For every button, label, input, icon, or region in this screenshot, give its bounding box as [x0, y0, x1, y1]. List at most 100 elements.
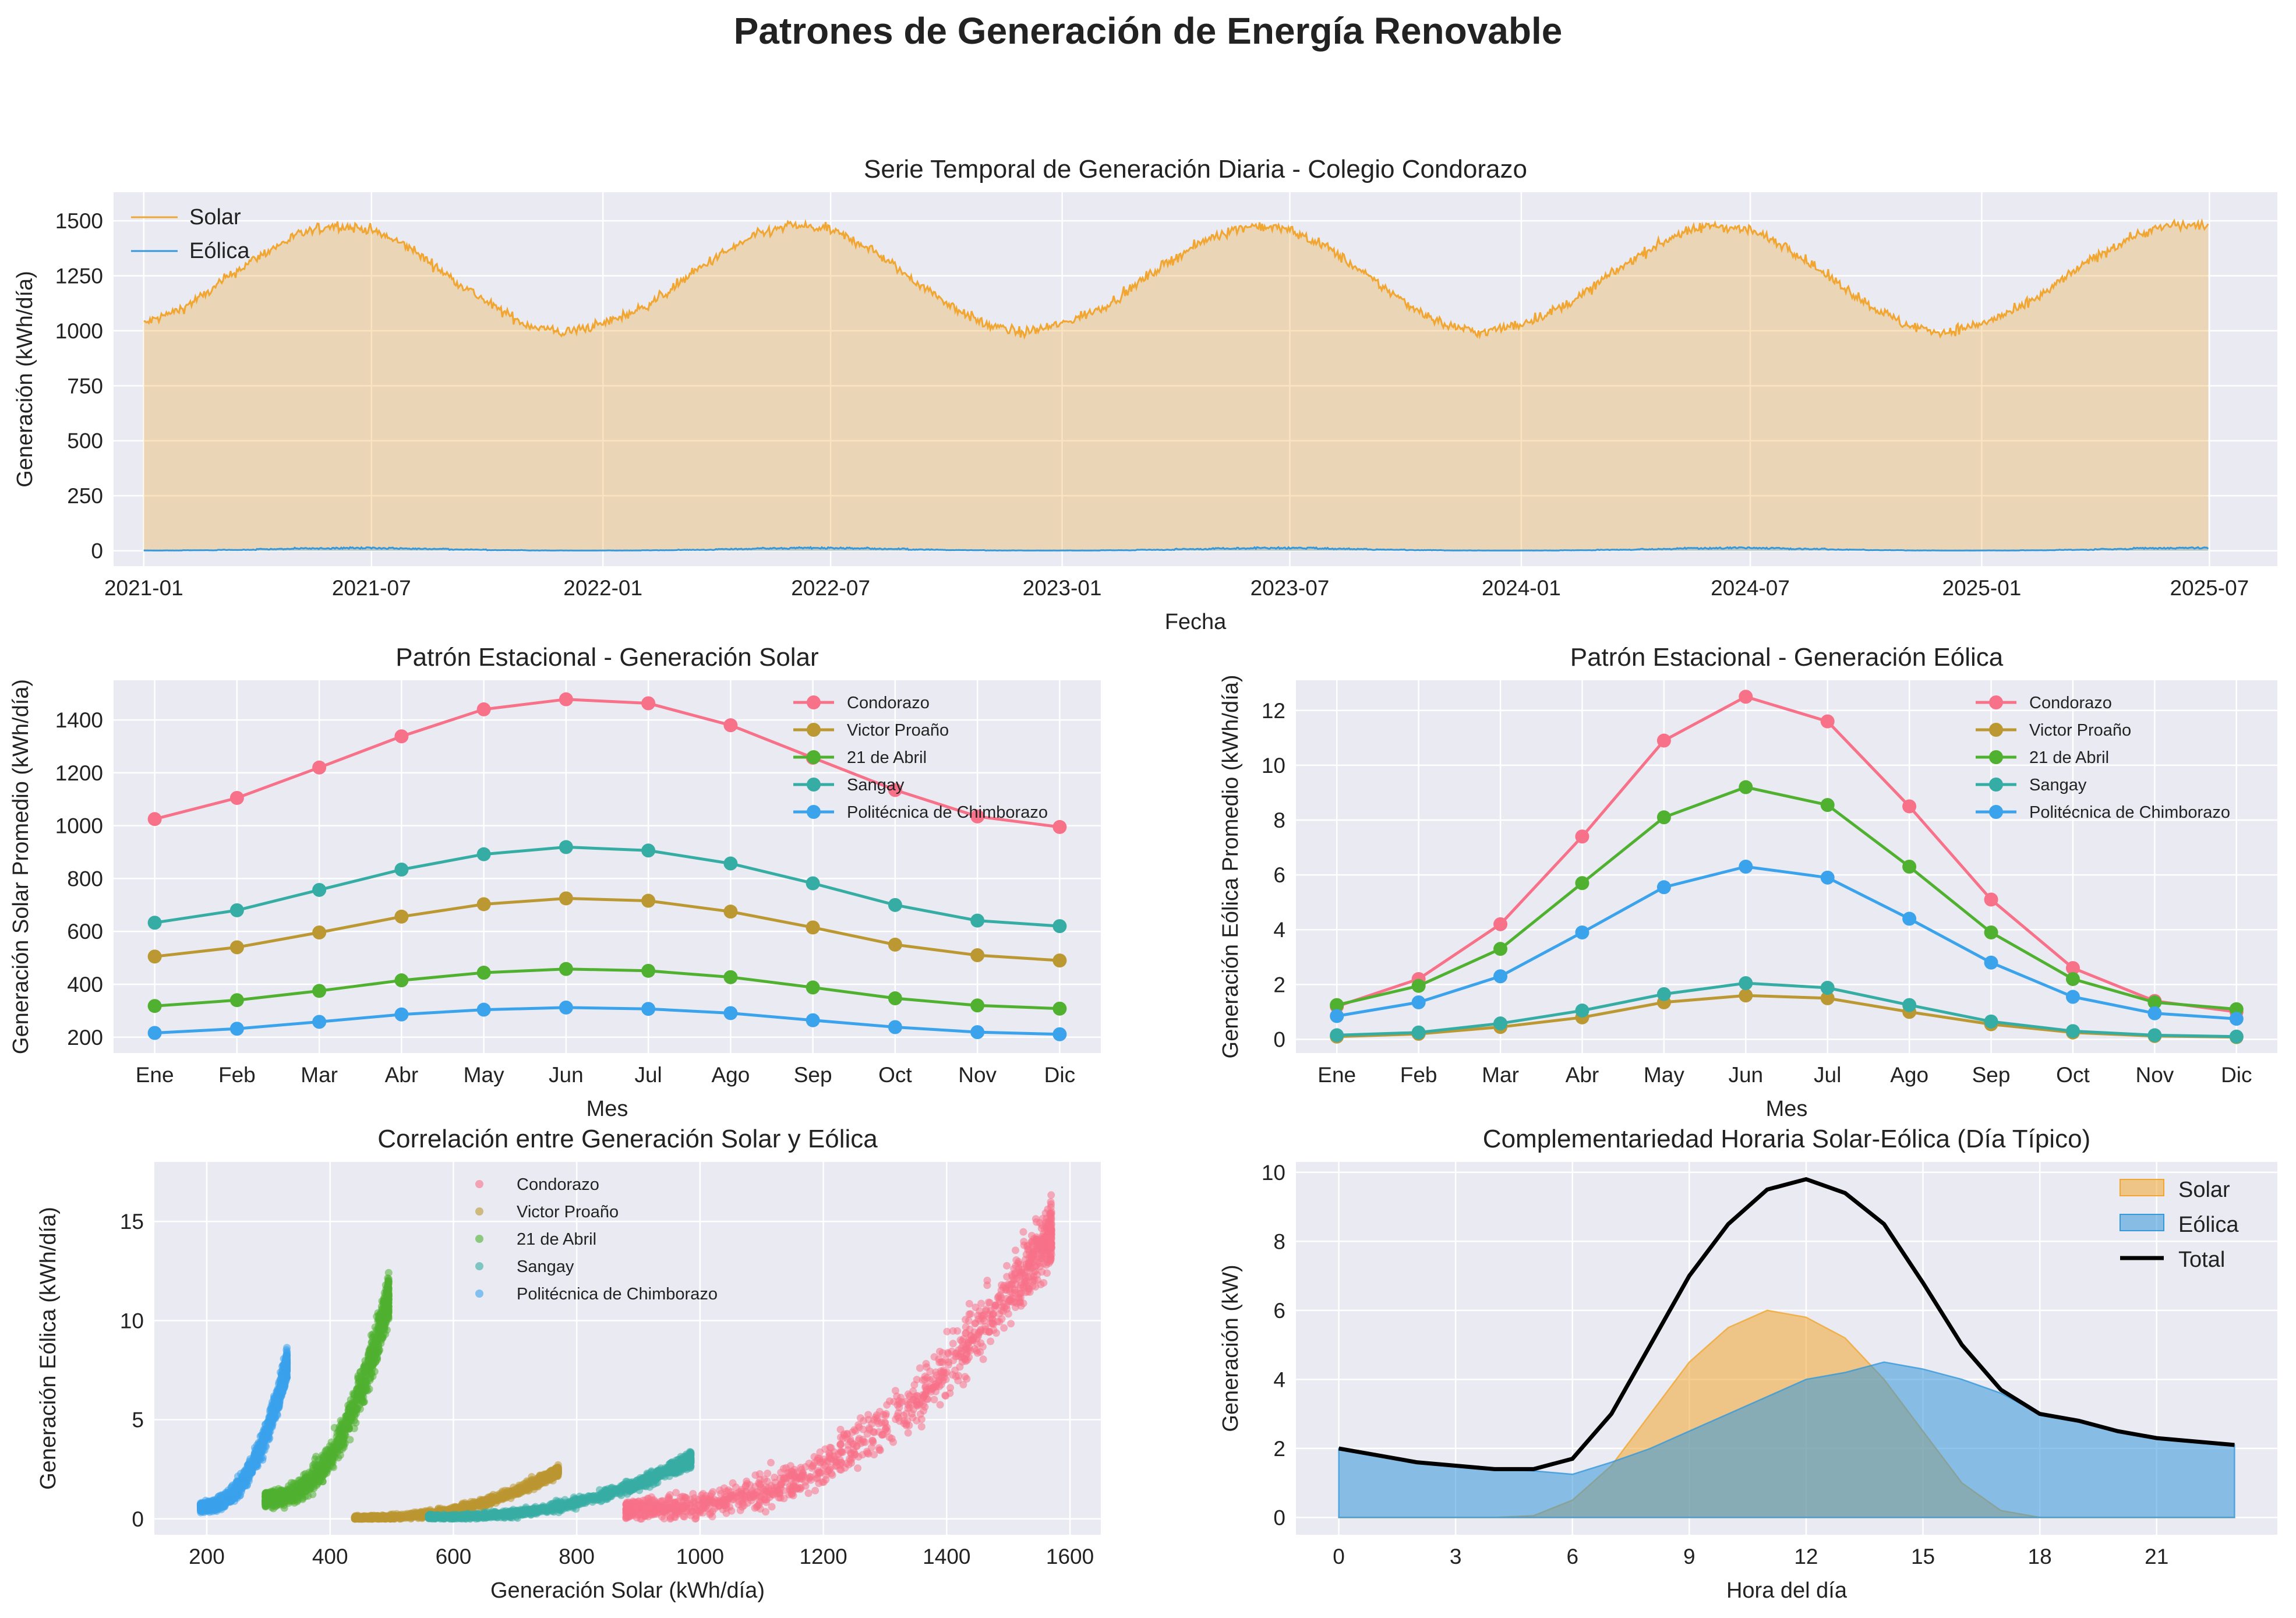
data-point [1575, 876, 1589, 891]
scatter-point [812, 1470, 820, 1478]
x-tick-label: Nov [958, 1063, 997, 1087]
scatter-point [955, 1372, 963, 1380]
scatter-point [904, 1390, 912, 1398]
scatter-point [306, 1485, 315, 1493]
x-tick-label: Jul [634, 1063, 662, 1087]
data-point [970, 998, 985, 1013]
data-point [888, 898, 902, 912]
data-point [1330, 1028, 1344, 1043]
scatter-point [983, 1277, 991, 1284]
scatter-point [977, 1299, 985, 1308]
scatter-point [1033, 1261, 1041, 1269]
data-point [559, 891, 573, 906]
scatter-point [878, 1419, 886, 1427]
scatter-point [952, 1352, 960, 1361]
scatter-point [855, 1423, 863, 1431]
y-tick-label: 4 [1273, 918, 1285, 942]
scatter-point [361, 1363, 369, 1372]
series-line-2 [154, 967, 1060, 1011]
scatter-point [1020, 1241, 1028, 1249]
scatter-point [930, 1396, 938, 1404]
scatter-point [965, 1299, 973, 1308]
y-tick-label: 2 [1273, 973, 1285, 997]
legend-marker [1989, 778, 2003, 792]
scatter-point [350, 1425, 358, 1432]
scatter-point [262, 1497, 270, 1505]
legend-marker [1989, 805, 2003, 819]
legend-marker [807, 723, 821, 737]
scatter-point [923, 1363, 931, 1371]
x-tick-label: 2022-07 [791, 576, 870, 600]
data-point [641, 893, 656, 908]
scatter-point [764, 1469, 772, 1478]
scatter-point [729, 1479, 737, 1487]
x-axis-label: Generación Solar (kWh/día) [490, 1578, 765, 1603]
scatter-point [369, 1359, 377, 1367]
scatter-point [984, 1298, 992, 1306]
series-line-4 [154, 1006, 1060, 1036]
scatter-point [351, 1515, 359, 1523]
x-tick-label: 2022-01 [563, 576, 642, 600]
data-point [312, 925, 327, 940]
scatter-point [1033, 1218, 1040, 1226]
scatter-point [891, 1387, 899, 1395]
scatter-point [301, 1469, 309, 1478]
x-tick-label: 1200 [799, 1545, 847, 1568]
data-point [1820, 798, 1835, 812]
x-tick-label: Ene [136, 1063, 174, 1087]
x-tick-label: May [1644, 1063, 1684, 1087]
data-point [970, 809, 985, 824]
scatter-point [768, 1503, 776, 1511]
x-tick-label: 600 [436, 1545, 472, 1568]
scatter-point [863, 1449, 871, 1457]
x-tick-label: 1600 [1046, 1545, 1094, 1568]
y-tick-label: 1200 [55, 761, 103, 785]
y-tick-label: 500 [67, 429, 103, 453]
timeseries-panel: Serie Temporal de Generación Diaria - Co… [13, 155, 2277, 634]
data-point [229, 790, 244, 805]
data-point [1984, 1014, 1998, 1029]
scatter-point [804, 1489, 813, 1497]
data-point [559, 692, 573, 706]
data-point [2065, 1024, 2080, 1038]
scatter-point [870, 1451, 878, 1458]
legend-marker [807, 695, 821, 709]
data-point [1820, 714, 1835, 729]
wind-line [143, 546, 2209, 552]
scatter-point [946, 1384, 954, 1392]
scatter-point [948, 1347, 956, 1355]
data-point [1052, 819, 1067, 834]
scatter-point [358, 1515, 366, 1523]
scatter-point [921, 1383, 930, 1391]
data-point [394, 909, 409, 924]
data-point [641, 696, 656, 711]
scatter-point [825, 1465, 833, 1474]
scatter-point [916, 1364, 924, 1372]
data-point [1984, 955, 1998, 970]
scatter-point [1047, 1208, 1055, 1216]
data-point [1575, 1004, 1589, 1018]
scatter-point [836, 1425, 845, 1433]
data-point [2229, 1002, 2244, 1016]
scatter-point [270, 1493, 278, 1502]
scatter-point [798, 1475, 806, 1483]
data-point [1739, 690, 1753, 704]
scatter-point [811, 1486, 820, 1495]
y-axis-label: Generación Solar Promedio (kWh/día) [9, 679, 33, 1054]
scatter-point [708, 1513, 716, 1521]
data-point [476, 966, 491, 980]
series-line-2 [1336, 785, 2237, 1011]
scatter-point [1045, 1225, 1053, 1234]
scatter-point [867, 1443, 875, 1451]
figure-suptitle: Patrones de Generación de Energía Renova… [734, 10, 1563, 52]
scatter-point [942, 1356, 950, 1363]
scatter-point [624, 1498, 633, 1506]
scatter-point [997, 1286, 1005, 1294]
scatter-point [909, 1396, 917, 1404]
x-tick-label: Feb [1400, 1063, 1437, 1087]
plot-area [114, 192, 2277, 566]
scatter-point [356, 1390, 365, 1397]
x-tick-label: 2024-07 [1711, 576, 1790, 600]
x-tick-label: Dic [1044, 1063, 1075, 1087]
legend-label: Condorazo [847, 694, 930, 712]
